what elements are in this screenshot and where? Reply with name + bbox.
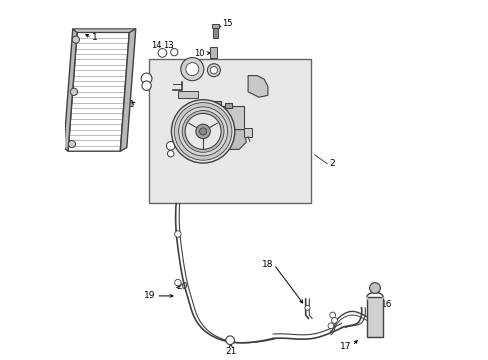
- Circle shape: [170, 49, 178, 56]
- Circle shape: [181, 58, 203, 81]
- Bar: [149, 59, 310, 203]
- Circle shape: [207, 64, 220, 77]
- Circle shape: [142, 81, 151, 90]
- Circle shape: [185, 113, 221, 149]
- Circle shape: [185, 63, 199, 76]
- Circle shape: [182, 111, 224, 152]
- Circle shape: [68, 140, 76, 148]
- Text: 17: 17: [340, 342, 351, 351]
- Circle shape: [369, 283, 380, 293]
- Circle shape: [70, 88, 78, 95]
- Circle shape: [225, 336, 234, 345]
- Bar: [366, 297, 382, 337]
- Bar: [224, 103, 231, 108]
- Text: 6: 6: [263, 119, 269, 128]
- Circle shape: [166, 141, 175, 150]
- Text: 4: 4: [183, 140, 189, 149]
- Text: 13: 13: [163, 41, 174, 50]
- Bar: [244, 128, 251, 137]
- Polygon shape: [120, 29, 136, 151]
- Circle shape: [158, 49, 166, 57]
- Text: 12: 12: [147, 89, 158, 98]
- Bar: [178, 91, 197, 98]
- Text: 9: 9: [222, 68, 227, 77]
- Circle shape: [171, 100, 234, 163]
- Text: 8: 8: [222, 90, 227, 99]
- Text: 19: 19: [143, 292, 155, 300]
- Circle shape: [196, 124, 210, 139]
- Text: 20: 20: [177, 282, 188, 291]
- Bar: [210, 47, 217, 58]
- Text: 14: 14: [151, 41, 161, 50]
- Polygon shape: [73, 29, 136, 32]
- Circle shape: [141, 73, 152, 84]
- Bar: [212, 101, 221, 108]
- Circle shape: [210, 67, 217, 74]
- Circle shape: [167, 150, 174, 157]
- Polygon shape: [197, 130, 246, 149]
- Text: 3: 3: [297, 69, 303, 78]
- Text: 1: 1: [91, 33, 97, 42]
- Circle shape: [305, 305, 309, 310]
- Bar: [212, 24, 219, 28]
- Circle shape: [329, 312, 335, 318]
- Circle shape: [72, 36, 80, 43]
- Text: 11: 11: [124, 100, 134, 109]
- Circle shape: [174, 103, 231, 160]
- Polygon shape: [63, 29, 77, 151]
- Polygon shape: [247, 76, 267, 97]
- Text: 15: 15: [222, 19, 232, 28]
- Text: 7: 7: [160, 79, 166, 88]
- Text: 21: 21: [224, 347, 236, 356]
- Text: 5: 5: [234, 132, 239, 141]
- Text: 18: 18: [261, 260, 273, 269]
- Bar: [201, 106, 244, 130]
- Circle shape: [199, 128, 206, 135]
- Circle shape: [331, 318, 337, 323]
- Circle shape: [174, 279, 181, 286]
- Circle shape: [174, 231, 181, 237]
- Text: 16: 16: [380, 300, 391, 309]
- Polygon shape: [68, 32, 129, 151]
- Circle shape: [327, 323, 333, 329]
- Bar: [213, 27, 218, 38]
- Text: 2: 2: [328, 159, 334, 168]
- Circle shape: [178, 107, 227, 156]
- Text: 10: 10: [194, 49, 204, 58]
